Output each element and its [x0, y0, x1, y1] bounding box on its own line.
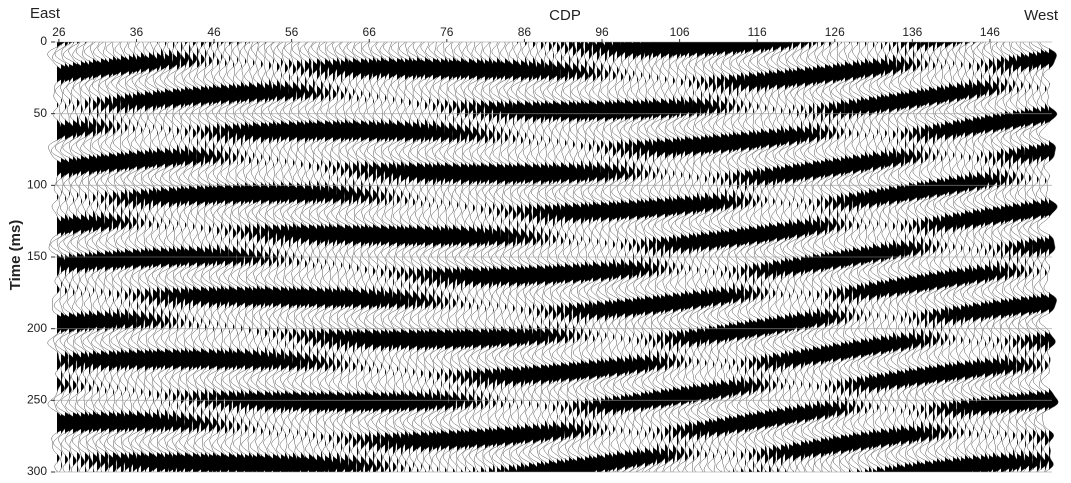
y-tick-label: 250 — [27, 393, 47, 407]
y-tick-label: 300 — [27, 464, 47, 478]
x-tick-label: 66 — [363, 25, 377, 39]
y-axis-label: Time (ms) — [7, 220, 24, 291]
y-tick-label: 50 — [34, 106, 48, 120]
x-tick-label: 36 — [130, 25, 144, 39]
x-tick-label: 26 — [52, 25, 66, 39]
right-label: West — [1024, 7, 1059, 24]
x-tick-label: 136 — [902, 25, 922, 39]
x-tick-label: 46 — [207, 25, 221, 39]
x-tick-label: 116 — [748, 25, 767, 39]
left-label: East — [30, 5, 61, 22]
x-tick-label: 126 — [825, 25, 845, 39]
y-tick-label: 100 — [27, 178, 47, 192]
x-tick-label: 96 — [595, 25, 609, 39]
x-tick-label: 86 — [518, 25, 532, 39]
y-tick-label: 150 — [27, 249, 47, 263]
x-tick-label: 106 — [670, 25, 690, 39]
y-tick-label: 0 — [40, 34, 47, 48]
x-axis-label: CDP — [549, 7, 581, 24]
chart: East CDP West Time (ms) 0 50 100 150 200 250 3… — [0, 0, 1071, 483]
x-tick-label: 76 — [440, 25, 454, 39]
x-tick-label: 56 — [285, 25, 299, 39]
y-tick-label: 200 — [27, 321, 47, 335]
x-tick-label: 146 — [980, 25, 1000, 39]
